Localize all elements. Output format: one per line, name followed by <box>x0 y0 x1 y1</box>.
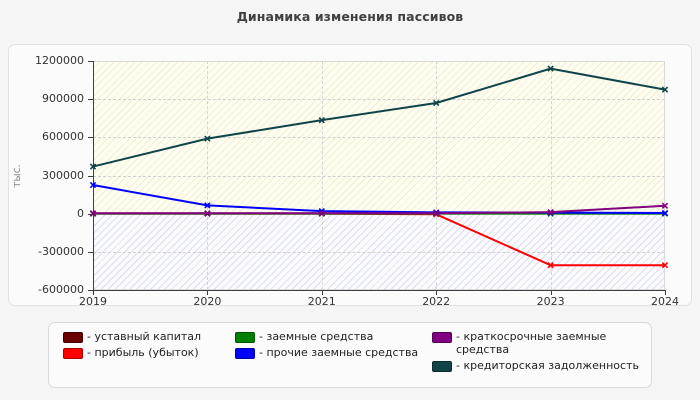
series-point-marker <box>433 99 440 107</box>
legend-item-label: - прочие заемные средства <box>259 346 419 359</box>
x-tick-mark <box>436 290 438 295</box>
series-point-marker <box>661 86 669 93</box>
x-tick-label: 2019 <box>79 295 107 308</box>
legend-color-swatch <box>235 348 255 359</box>
gridline-horizontal <box>93 137 665 139</box>
legend-item-label: - прибыль (убыток) <box>87 346 199 359</box>
legend: - уставный капитал - прибыль (убыток) - з… <box>48 322 652 388</box>
hatch-positive-region <box>93 61 665 212</box>
y-tick-label: 0 <box>77 206 84 220</box>
legend-item[interactable]: - заемные средства <box>235 330 435 343</box>
y-tick-label: -300000 <box>38 244 84 258</box>
y-tick-label: 1200000 <box>35 54 84 67</box>
x-axis-line <box>93 290 665 291</box>
legend-item-label: - заемные средства <box>259 330 374 343</box>
legend-column-2: - заемные средства - прочие заемные средс… <box>235 330 435 362</box>
page-title: Динамика изменения пассивов <box>236 9 464 24</box>
legend-column-1: - уставный капитал - прибыль (убыток) <box>63 330 238 362</box>
y-tick-mark <box>88 137 93 139</box>
series-line <box>92 67 666 168</box>
series-point-marker <box>318 116 325 124</box>
legend-color-swatch <box>63 332 83 343</box>
series-line <box>92 212 666 267</box>
x-tick-mark <box>321 290 323 295</box>
x-tick-label: 2020 <box>193 295 222 308</box>
series-line <box>92 204 666 215</box>
legend-column-3: - краткосрочные заемные средства - кредит… <box>432 330 647 375</box>
gridline-horizontal <box>93 175 665 177</box>
legend-color-swatch <box>235 332 255 343</box>
series-point-marker <box>318 210 325 217</box>
x-tick-mark <box>665 290 666 295</box>
gridline-vertical <box>207 61 209 290</box>
series-point-marker <box>89 181 97 189</box>
legend-color-swatch <box>432 361 452 372</box>
y-tick-mark <box>88 290 93 291</box>
y-tick-mark <box>88 99 93 101</box>
legend-item[interactable]: - краткосрочные заемные средства <box>432 330 647 356</box>
gridline-horizontal <box>93 99 665 101</box>
y-tick-label: 600000 <box>42 130 84 144</box>
x-tick-mark <box>93 290 94 295</box>
legend-item[interactable]: - прочие заемные средства <box>235 346 435 359</box>
series-point-marker <box>661 209 669 217</box>
legend-item[interactable]: - кредиторская задолженность <box>432 359 647 372</box>
y-tick-mark <box>88 213 93 215</box>
series-point-marker <box>204 202 211 209</box>
y-axis-line <box>93 61 94 290</box>
y-tick-label: 300000 <box>42 168 84 182</box>
series-point-marker <box>547 208 554 216</box>
x-tick-mark <box>207 290 209 295</box>
series-point-marker <box>661 202 669 209</box>
x-tick-label: 2021 <box>307 295 336 308</box>
x-tick-label: 2024 <box>651 295 679 308</box>
legend-item[interactable]: - уставный капитал <box>63 330 238 343</box>
legend-item-label: - кредиторская задолженность <box>456 359 639 372</box>
series-point-marker <box>204 135 211 142</box>
legend-color-swatch <box>63 348 83 359</box>
x-tick-mark <box>550 290 552 295</box>
legend-item-label: - уставный капитал <box>87 330 202 343</box>
series-point-marker <box>89 210 97 217</box>
y-tick-mark <box>88 251 93 253</box>
legend-item-label: - краткосрочные заемные средства <box>456 330 607 356</box>
series-point-marker <box>547 262 554 269</box>
series-point-marker <box>433 210 440 217</box>
series-point-marker <box>547 65 554 72</box>
gridline-vertical <box>436 61 438 290</box>
legend-color-swatch <box>432 332 452 343</box>
hatch-negative-region <box>93 212 665 290</box>
legend-item[interactable]: - прибыль (убыток) <box>63 346 238 359</box>
series-line <box>92 184 666 215</box>
series-point-marker <box>661 262 669 269</box>
series-point-marker <box>204 210 211 217</box>
x-tick-label: 2023 <box>536 295 565 308</box>
y-tick-mark <box>88 61 93 62</box>
gridline-vertical <box>321 61 323 290</box>
series-point-marker <box>89 163 97 170</box>
y-tick-label: 900000 <box>42 92 84 106</box>
y-tick-label: -600000 <box>38 283 84 296</box>
y-tick-mark <box>88 175 93 177</box>
gridline-vertical <box>550 61 552 290</box>
gridline-horizontal <box>93 251 665 253</box>
x-tick-label: 2022 <box>422 295 451 308</box>
